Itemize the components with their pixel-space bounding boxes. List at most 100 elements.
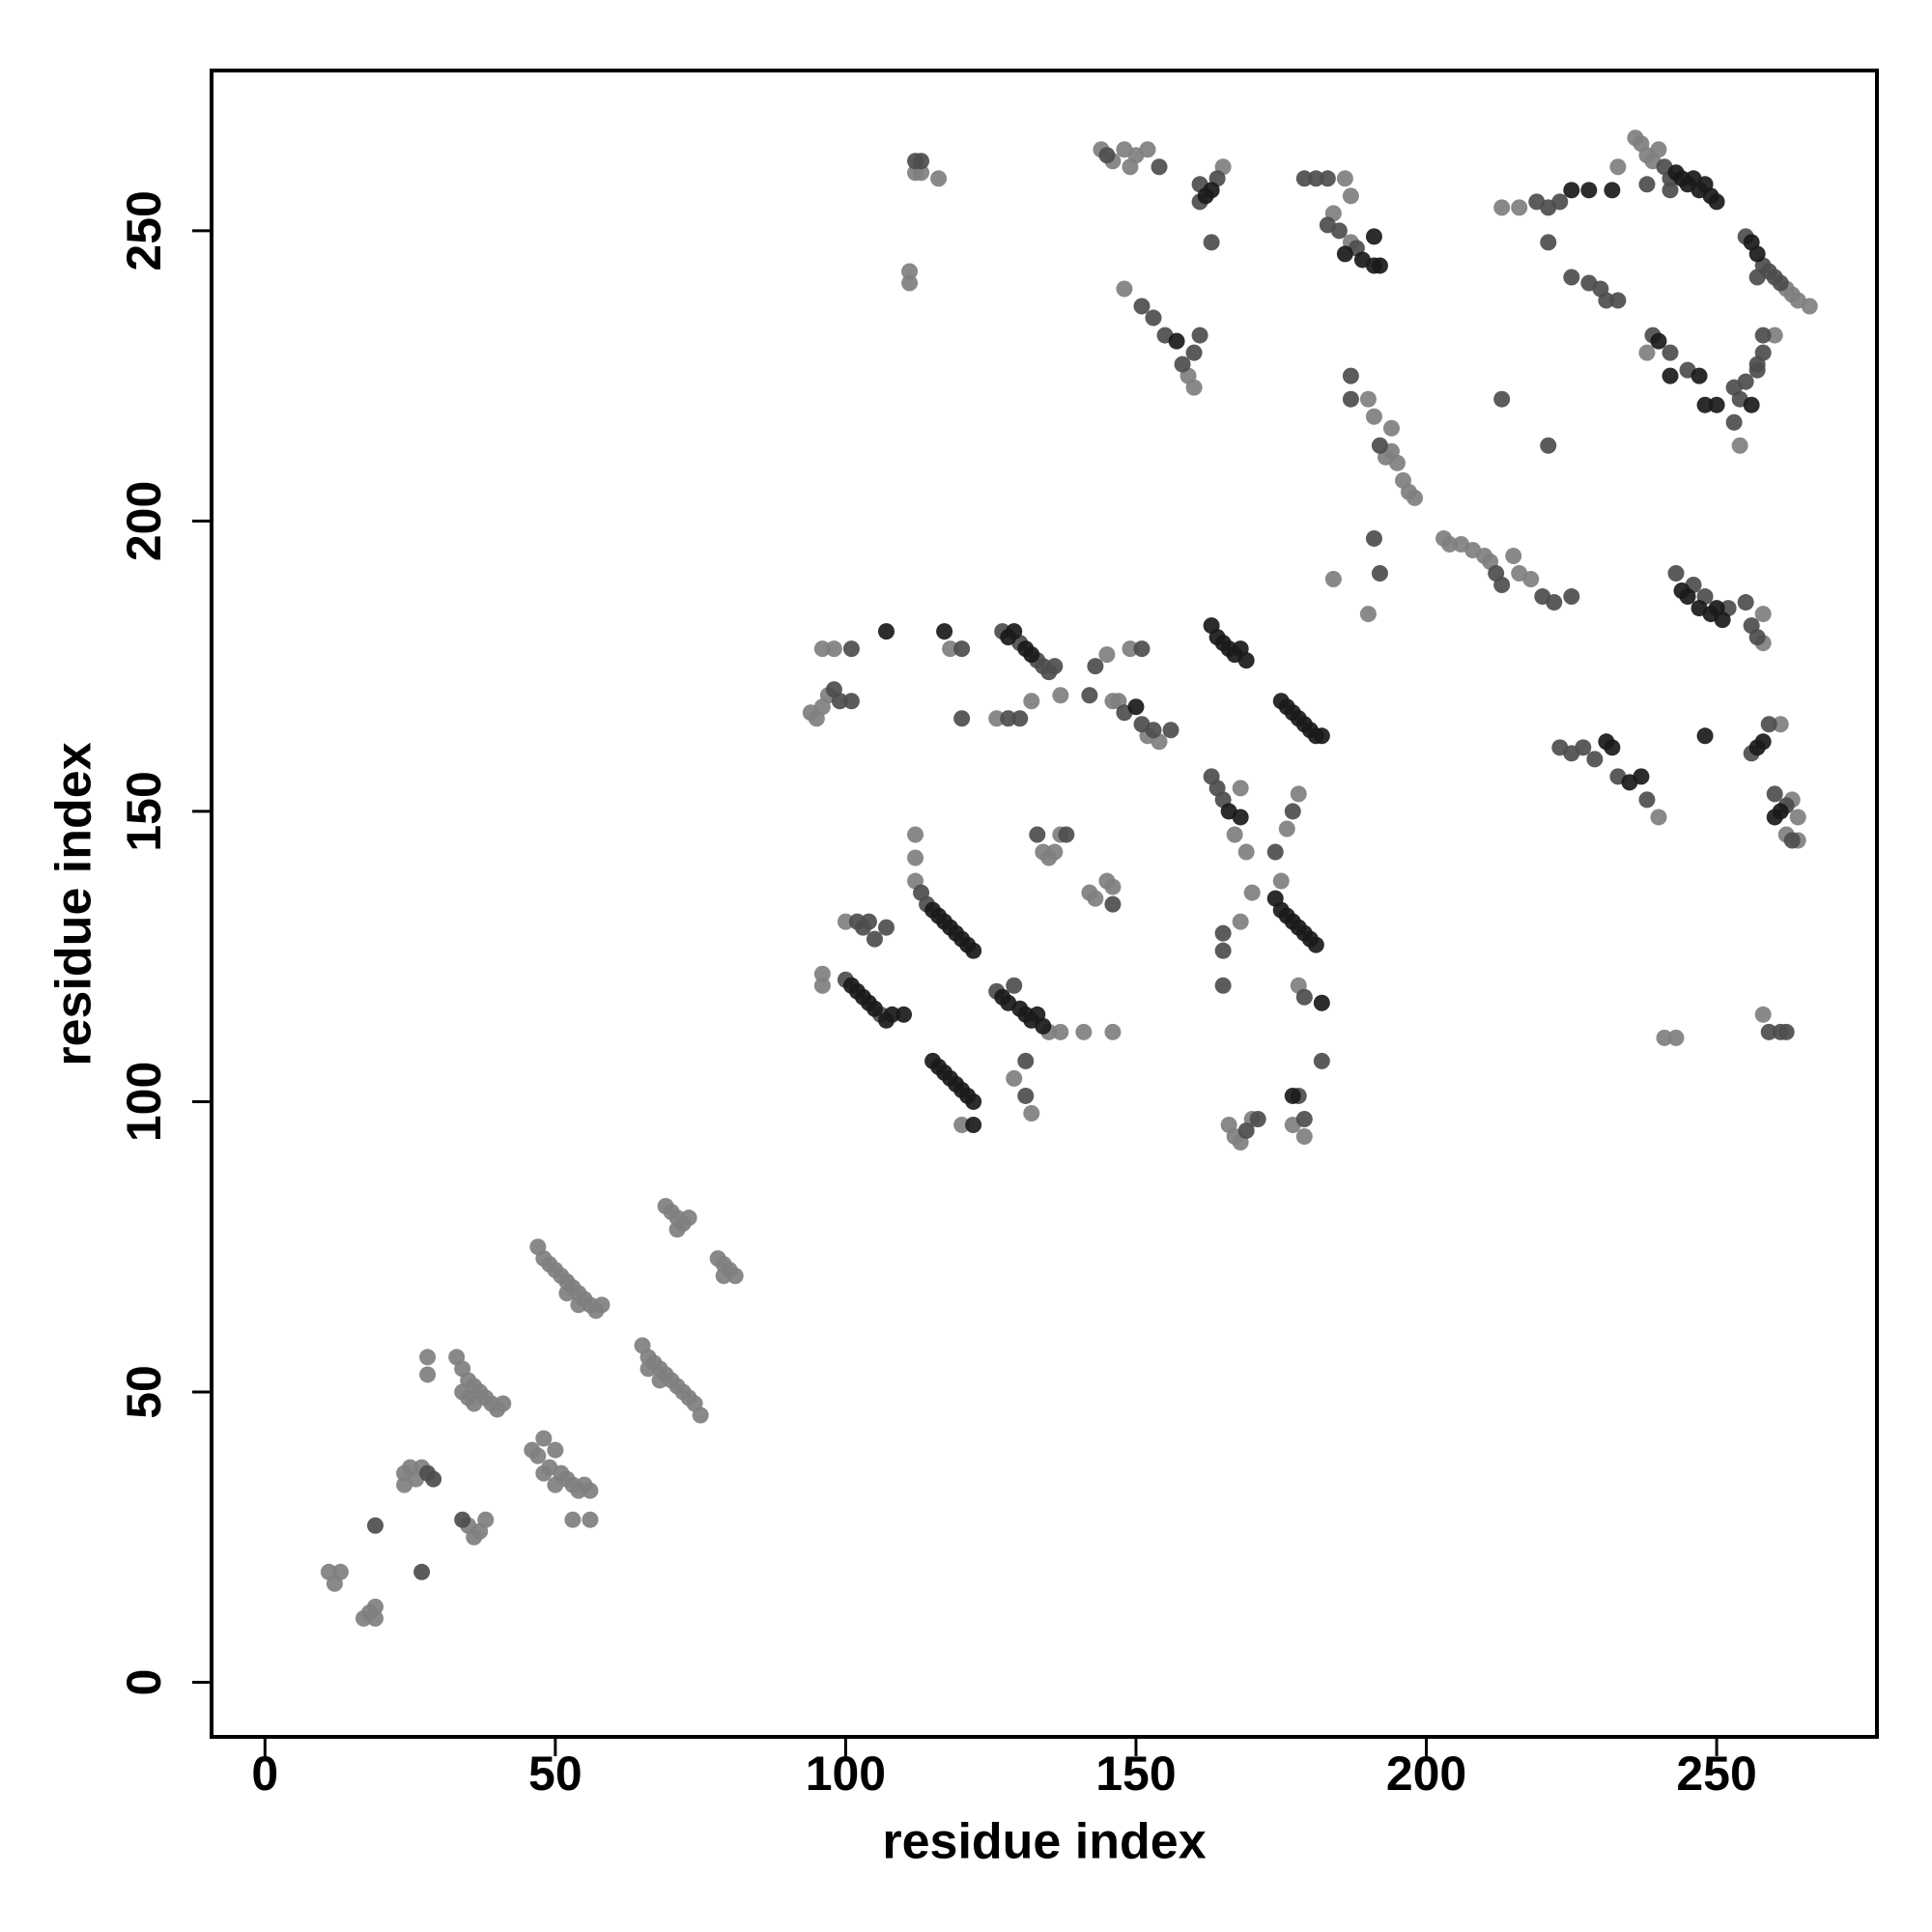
point — [877, 623, 895, 640]
point — [1650, 141, 1667, 158]
point — [1342, 187, 1359, 205]
point — [367, 1598, 384, 1615]
y-tick-label: 250 — [117, 190, 171, 270]
y-tick-label: 50 — [117, 1365, 171, 1419]
point — [1609, 292, 1627, 309]
plot-frame — [210, 69, 1879, 1739]
point — [1598, 292, 1615, 309]
point — [1284, 803, 1301, 820]
point — [1365, 529, 1382, 547]
point — [1365, 408, 1382, 425]
point — [331, 1563, 349, 1580]
point — [953, 640, 971, 658]
point — [558, 1285, 576, 1302]
point — [1662, 344, 1679, 361]
point — [1214, 977, 1232, 994]
point — [529, 1447, 547, 1464]
point — [1319, 170, 1336, 187]
point — [1441, 535, 1459, 553]
point — [1725, 413, 1743, 431]
x-tick-label: 50 — [528, 1747, 582, 1801]
point — [831, 693, 848, 710]
point — [1278, 820, 1295, 838]
point — [1168, 332, 1185, 350]
point — [1133, 640, 1151, 658]
point — [1766, 327, 1783, 344]
point — [419, 1349, 437, 1366]
point — [813, 640, 831, 658]
point — [1127, 698, 1145, 716]
point — [1546, 594, 1563, 611]
point — [593, 1296, 611, 1314]
point — [1232, 809, 1249, 826]
point — [1295, 170, 1313, 187]
point — [1284, 1087, 1301, 1104]
point — [1650, 332, 1667, 350]
point — [1760, 1023, 1777, 1040]
point — [1371, 437, 1388, 454]
point — [1307, 170, 1324, 187]
point — [1162, 722, 1179, 739]
point — [1493, 577, 1511, 594]
point — [582, 1482, 599, 1499]
point — [936, 623, 953, 640]
point — [1708, 193, 1725, 211]
point — [1174, 355, 1191, 373]
point — [813, 977, 831, 994]
point — [1104, 1023, 1122, 1040]
point — [1185, 344, 1203, 361]
point — [1087, 890, 1104, 907]
point — [1551, 193, 1569, 211]
point — [419, 1366, 437, 1383]
point — [1754, 327, 1772, 344]
point — [1295, 1128, 1313, 1146]
point — [477, 1511, 495, 1528]
x-tick-label: 150 — [1095, 1747, 1176, 1801]
point — [1266, 843, 1284, 861]
point — [1801, 298, 1818, 315]
point — [1563, 182, 1580, 199]
point — [639, 1360, 657, 1378]
point — [1017, 1087, 1035, 1104]
point — [535, 1430, 553, 1447]
point — [1359, 606, 1377, 623]
point — [1662, 367, 1679, 384]
point — [1754, 733, 1772, 751]
point — [1122, 640, 1139, 658]
point — [1406, 489, 1424, 506]
point — [1540, 234, 1557, 251]
point — [866, 930, 883, 948]
point — [1330, 222, 1348, 240]
x-axis-label: residue index — [882, 1814, 1206, 1870]
x-tick-label: 200 — [1386, 1747, 1466, 1801]
point — [1696, 727, 1714, 745]
point — [953, 710, 971, 727]
point — [1656, 1029, 1673, 1046]
point — [895, 1006, 913, 1023]
point — [1139, 141, 1156, 158]
point — [1604, 739, 1621, 756]
point — [547, 1441, 564, 1459]
point — [1754, 606, 1772, 623]
point — [1505, 547, 1522, 564]
point — [668, 1221, 686, 1238]
point — [1324, 571, 1342, 588]
point — [1604, 182, 1621, 199]
point — [860, 913, 877, 930]
point — [965, 1116, 982, 1133]
point — [1029, 826, 1046, 843]
point — [1760, 716, 1777, 733]
point — [1511, 199, 1528, 216]
point — [1237, 1122, 1255, 1140]
point — [1382, 419, 1400, 437]
point — [1754, 1006, 1772, 1023]
y-axis-label: residue index — [46, 742, 102, 1065]
point — [1336, 170, 1353, 187]
point — [367, 1609, 384, 1627]
point — [1295, 988, 1313, 1006]
point — [1243, 884, 1261, 901]
point — [1214, 924, 1232, 942]
point — [1667, 1029, 1685, 1046]
point — [1731, 437, 1748, 454]
